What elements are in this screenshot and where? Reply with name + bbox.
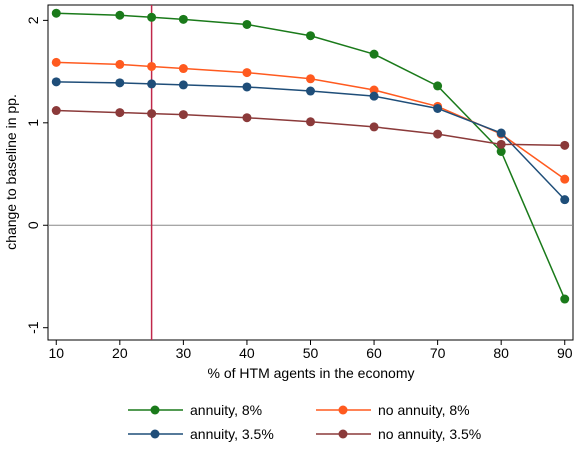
x-tick-label: 50: [303, 345, 319, 361]
data-point: [369, 122, 379, 132]
data-point: [560, 140, 570, 150]
data-point: [560, 174, 570, 184]
x-tick-label: 40: [239, 345, 255, 361]
x-tick-label: 80: [493, 345, 509, 361]
data-point: [178, 80, 188, 90]
x-tick-label: 90: [557, 345, 573, 361]
data-point: [147, 12, 157, 22]
data-point: [496, 146, 506, 156]
data-point: [496, 139, 506, 149]
data-point: [147, 79, 157, 89]
legend-label: annuity, 8%: [190, 402, 262, 418]
series-line: [56, 81, 566, 201]
y-axis-label: change to baseline in pp.: [3, 94, 19, 250]
x-tick-label: 30: [176, 345, 192, 361]
plot-frame: [47, 4, 574, 341]
data-point: [51, 57, 61, 67]
data-point: [115, 108, 125, 118]
data-point: [433, 129, 443, 139]
data-point: [242, 113, 252, 123]
y-tick-label: 1: [25, 119, 41, 127]
x-tick-label: 10: [48, 345, 64, 361]
data-point: [433, 81, 443, 91]
data-point: [178, 14, 188, 24]
data-point: [496, 128, 506, 138]
data-point: [51, 8, 61, 18]
data-point: [433, 103, 443, 113]
data-point: [242, 82, 252, 92]
data-point: [51, 106, 61, 116]
y-tick-label: 0: [25, 221, 41, 229]
legend-marker: [338, 405, 348, 415]
data-point: [369, 49, 379, 59]
data-point: [306, 31, 315, 41]
data-point: [306, 117, 315, 127]
legend-label: no annuity, 3.5%: [378, 426, 481, 442]
data-point: [306, 86, 315, 96]
x-tick-label: 60: [366, 345, 382, 361]
x-tick-label: 20: [112, 345, 128, 361]
data-point: [115, 10, 125, 20]
y-tick-label: -1: [25, 321, 41, 334]
y-tick-label: 2: [25, 16, 41, 24]
legend-label: no annuity, 8%: [378, 402, 470, 418]
x-tick-label: 70: [430, 345, 446, 361]
series-line: [56, 12, 566, 300]
data-point: [242, 68, 252, 78]
data-point: [178, 64, 188, 74]
legend-marker: [338, 429, 348, 439]
x-axis-label: % of HTM agents in the economy: [208, 365, 415, 381]
data-point: [147, 109, 157, 119]
legend-marker: [150, 405, 160, 415]
data-point: [560, 195, 570, 205]
data-point: [178, 110, 188, 120]
data-point: [51, 77, 61, 87]
data-point: [560, 294, 570, 304]
legend-marker: [150, 429, 160, 439]
data-point: [115, 78, 125, 88]
legend-label: annuity, 3.5%: [190, 426, 274, 442]
data-point: [147, 61, 157, 71]
data-point: [242, 19, 252, 29]
series-line: [56, 109, 565, 147]
data-point: [115, 59, 125, 69]
data-point: [369, 91, 379, 101]
data-point: [306, 74, 315, 84]
